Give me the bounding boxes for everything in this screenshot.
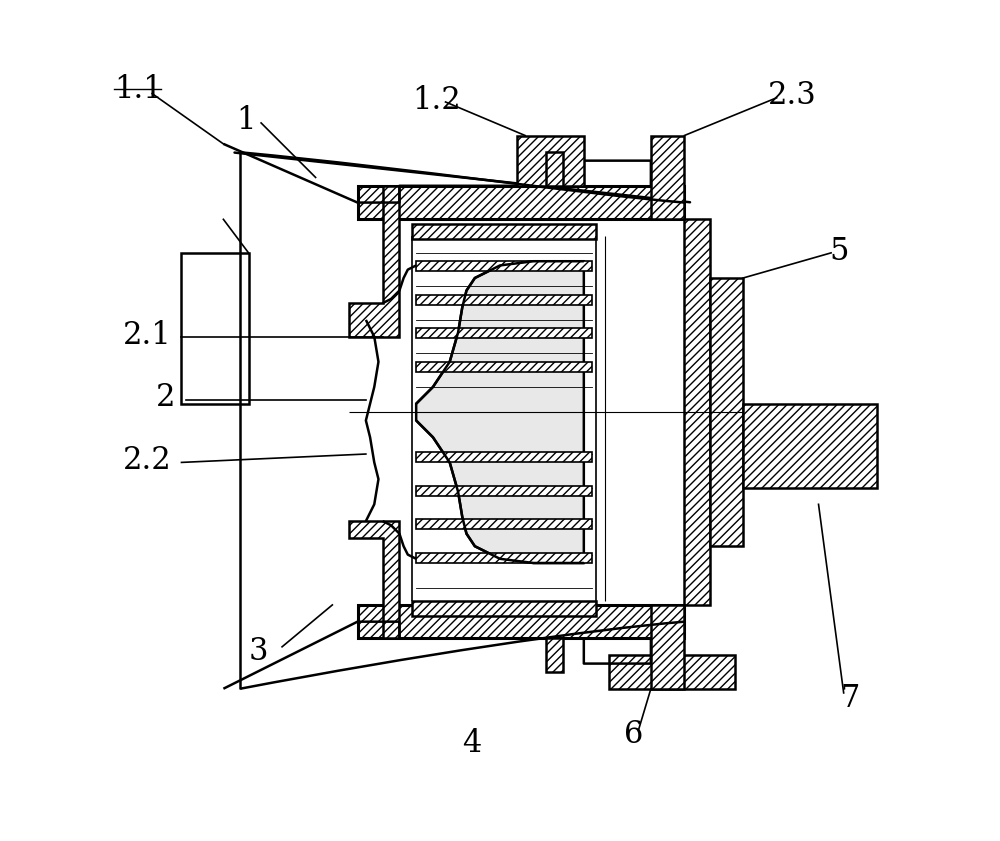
Text: 2.2: 2.2: [123, 445, 172, 476]
Polygon shape: [416, 553, 592, 563]
Text: 1.1: 1.1: [114, 74, 163, 105]
Text: 2.3: 2.3: [768, 80, 817, 111]
Text: 2.1: 2.1: [123, 320, 172, 351]
Polygon shape: [517, 135, 584, 186]
Text: 5: 5: [829, 235, 849, 267]
Polygon shape: [349, 186, 399, 336]
Polygon shape: [349, 521, 399, 638]
Polygon shape: [412, 600, 596, 616]
Polygon shape: [416, 486, 592, 496]
Text: 7: 7: [840, 683, 860, 714]
Polygon shape: [546, 152, 563, 186]
Polygon shape: [651, 135, 684, 220]
Polygon shape: [416, 362, 592, 372]
Polygon shape: [416, 294, 592, 304]
Polygon shape: [416, 328, 592, 338]
Polygon shape: [609, 655, 735, 689]
Polygon shape: [416, 452, 592, 463]
Polygon shape: [412, 224, 596, 239]
Polygon shape: [684, 220, 710, 605]
Polygon shape: [651, 605, 684, 689]
Text: 6: 6: [624, 719, 643, 750]
Text: 4: 4: [462, 727, 482, 759]
Text: 1: 1: [236, 105, 255, 136]
Polygon shape: [710, 278, 743, 547]
Polygon shape: [181, 253, 249, 404]
Text: 3: 3: [249, 636, 268, 667]
Polygon shape: [743, 404, 877, 488]
Text: 2: 2: [156, 383, 176, 414]
Polygon shape: [358, 605, 684, 638]
Polygon shape: [546, 638, 563, 672]
Polygon shape: [416, 520, 592, 530]
Polygon shape: [416, 262, 592, 272]
Polygon shape: [416, 262, 584, 563]
Text: 1.2: 1.2: [412, 85, 461, 116]
Polygon shape: [358, 186, 684, 220]
